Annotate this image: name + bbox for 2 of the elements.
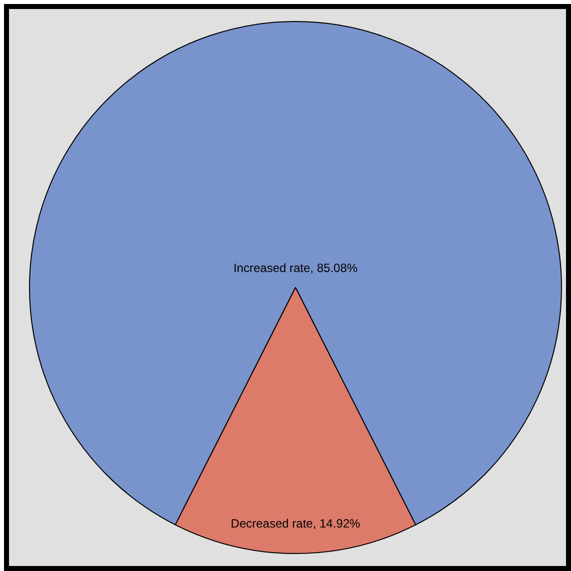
slice-label: Increased rate, 85.08% — [233, 261, 358, 276]
slice-label: Decreased rate, 14.92% — [230, 516, 361, 531]
